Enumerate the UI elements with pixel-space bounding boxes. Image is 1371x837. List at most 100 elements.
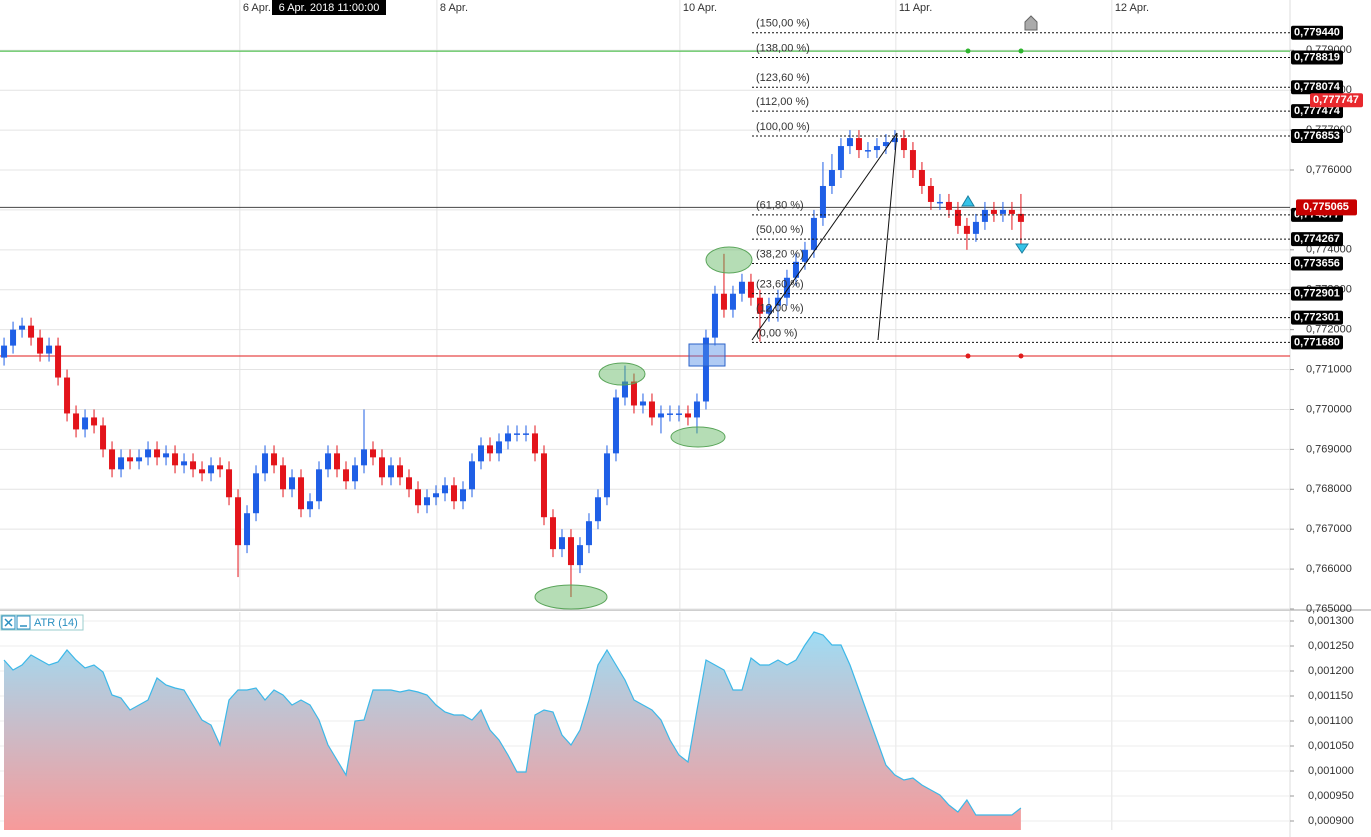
crosshair-box: [272, 0, 386, 15]
candle-body: [909, 150, 916, 171]
close-icon: [4, 618, 13, 627]
candle-body: [1017, 213, 1024, 222]
y-tick-label: 0,766000: [1306, 563, 1352, 575]
fib-level-label: (61,80 %): [756, 200, 804, 212]
candle-body: [424, 497, 431, 506]
alert-dot: [965, 48, 971, 54]
candle-body: [675, 413, 682, 415]
candle-body: [154, 449, 161, 458]
candle-body: [621, 381, 628, 398]
x-tick-label: 10 Apr.: [683, 2, 717, 14]
signal-arrow: [961, 195, 975, 207]
fib-level-label: (150,00 %): [756, 18, 810, 30]
fib-level-label: (0,00 %): [756, 327, 798, 339]
candle-body: [145, 449, 152, 458]
candle-body: [468, 461, 475, 490]
candle-body: [325, 453, 332, 470]
candle-body: [406, 477, 413, 490]
fib-level-label: (100,00 %): [756, 121, 810, 133]
candle-body: [846, 138, 853, 147]
fib-trend-line: [877, 132, 898, 341]
candle-body: [441, 485, 448, 494]
y-tick-label: 0,001300: [1308, 615, 1354, 627]
candle-body: [513, 433, 520, 435]
fib-price-box: [1291, 256, 1343, 271]
candle-body: [963, 225, 970, 234]
candle-body: [567, 537, 574, 566]
candle-body: [1008, 209, 1015, 214]
candle-body: [352, 465, 359, 482]
candle-body: [945, 201, 952, 210]
candle-body: [756, 297, 763, 314]
fib-trend-line: [751, 132, 898, 341]
candle-body: [199, 469, 206, 474]
candle-body: [316, 469, 323, 502]
minimize-button[interactable]: [16, 615, 31, 630]
fib-price-box: [1291, 232, 1343, 247]
candle-body: [954, 209, 961, 226]
candle-body: [972, 221, 979, 234]
candle-body: [217, 465, 224, 470]
candle-body: [388, 465, 395, 478]
signal-arrow: [1015, 243, 1029, 254]
candle-body: [82, 417, 89, 430]
y-tick-label: 0,001200: [1308, 665, 1354, 677]
candle-body: [181, 461, 188, 466]
candle-body: [100, 425, 107, 450]
candle-body: [379, 457, 386, 478]
fib-price-label: 0,772301: [1294, 312, 1340, 324]
candle-body: [244, 513, 251, 546]
candle-body: [891, 138, 898, 143]
candle-body: [190, 461, 197, 470]
alert-dot: [965, 353, 971, 359]
fib-price-box: [1291, 50, 1343, 65]
y-tick-label: 0,001150: [1308, 690, 1353, 702]
candle-body: [307, 501, 314, 510]
candle-body: [28, 325, 35, 338]
candle-body: [819, 185, 826, 218]
candle-body: [666, 413, 673, 415]
atr-line: [3, 631, 1022, 816]
candle-body: [334, 453, 341, 470]
candle-body: [226, 469, 233, 498]
candle-body: [828, 170, 835, 186]
candle-body: [127, 457, 134, 462]
candle-body: [118, 457, 125, 470]
annotation-ellipse: [534, 584, 608, 610]
candle-body: [235, 497, 242, 546]
candle-body: [810, 217, 817, 250]
candle-body: [432, 493, 439, 498]
y-tick-label: 0,769000: [1306, 443, 1352, 455]
candle-body: [603, 453, 610, 498]
candle-body: [855, 138, 862, 151]
candle-body: [19, 325, 26, 330]
fib-price-label: 0,777474: [1294, 105, 1341, 117]
fib-level-label: (138,00 %): [756, 42, 810, 54]
y-tick-label: 0,768000: [1306, 483, 1352, 495]
annotation-ellipse: [598, 362, 646, 386]
candle-body: [864, 150, 871, 152]
fib-price-box: [1291, 104, 1343, 119]
candle-body: [163, 453, 170, 458]
candle-body: [46, 345, 53, 354]
ask-price-box: [1310, 93, 1363, 108]
candle-body: [253, 473, 260, 514]
candle-body: [774, 297, 781, 306]
candle-body: [73, 413, 80, 430]
candle-body: [55, 345, 62, 378]
candle-body: [801, 249, 808, 262]
candle-body: [298, 477, 305, 510]
y-tick-label: 0,772000: [1306, 324, 1352, 336]
candle-body: [262, 453, 269, 474]
candle-body: [522, 433, 529, 435]
annotations: [534, 15, 1038, 610]
y-tick-label: 0,771000: [1306, 363, 1352, 375]
candle-body: [343, 469, 350, 482]
candle-body: [873, 146, 880, 151]
candle-body: [109, 449, 116, 470]
candle-body: [495, 441, 502, 454]
candle-body: [370, 449, 377, 458]
x-tick-label: 6 Apr.: [243, 2, 271, 14]
candle-body: [450, 485, 457, 502]
